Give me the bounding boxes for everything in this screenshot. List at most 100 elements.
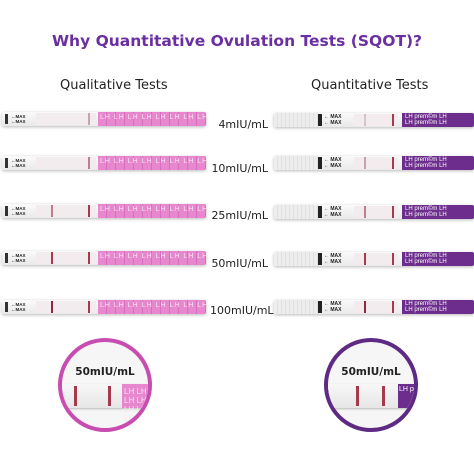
test-line xyxy=(88,252,90,264)
max-label: ←MAX xyxy=(11,158,26,163)
max-label: ← MAX xyxy=(324,259,342,265)
test-line xyxy=(364,301,366,313)
control-line xyxy=(392,253,394,265)
max-label: ← MAX xyxy=(324,212,342,218)
control-line xyxy=(51,301,53,313)
test-line xyxy=(356,386,359,406)
strip-handle xyxy=(402,113,474,127)
test-line xyxy=(88,157,90,169)
test-line xyxy=(364,157,366,169)
strip-tip xyxy=(5,114,8,124)
max-label: ← MAX xyxy=(324,307,342,313)
quantitative-strip-100: ← MAX ← MAX LH prem©m LH LH prem©m LH xyxy=(274,300,474,314)
strip-tip xyxy=(5,206,8,216)
handle-brand: LH prem©m LH xyxy=(405,114,447,120)
magnified-handle xyxy=(398,384,414,408)
strip-handle xyxy=(402,300,474,314)
handle-brand: LH prem©m LH xyxy=(405,120,447,126)
test-line xyxy=(108,386,111,406)
strip-handle xyxy=(98,112,206,126)
handle-text: LH LH LH LH LH LH LH LH LH LH LH LH LH L… xyxy=(124,387,147,432)
strip-texture xyxy=(274,113,318,127)
result-window xyxy=(36,252,96,264)
strip-texture xyxy=(274,252,318,266)
page-title: Why Quantitative Ovulation Tests (SQOT)? xyxy=(51,32,423,50)
max-label: ← MAX xyxy=(324,253,342,259)
handle-brand: LH prem©m LH xyxy=(405,163,447,169)
strip-band xyxy=(318,157,322,169)
test-line xyxy=(364,206,366,218)
control-line xyxy=(392,114,394,126)
control-line xyxy=(392,206,394,218)
quantitative-strip-10: ← MAX ← MAX LH prem©m LH LH prem©m LH xyxy=(274,156,474,170)
result-window xyxy=(36,113,96,125)
handle-text: LH LH LH LH LH LH LH LH LH LH LH LH LH L… xyxy=(100,206,206,213)
max-label: ←MAX xyxy=(11,258,26,263)
strip-handle xyxy=(98,156,206,170)
control-line xyxy=(392,301,394,313)
qualitative-header: Qualitative Tests xyxy=(60,78,168,93)
max-label: ←MAX xyxy=(11,302,26,307)
handle-brand: LH prem©m LH xyxy=(405,259,447,265)
strip-handle xyxy=(402,156,474,170)
test-line xyxy=(364,114,366,126)
control-line xyxy=(382,386,385,406)
control-line xyxy=(51,252,53,264)
test-line xyxy=(364,253,366,265)
qualitative-magnifier: 50mIU/mL LH LH LH LH LH LH LH LH LH LH L… xyxy=(58,338,152,432)
control-line xyxy=(74,386,77,406)
strip-band xyxy=(318,253,322,265)
control-line xyxy=(51,205,53,217)
quantitative-strip-4: ← MAX ← MAX LH prem©m LH LH prem©m LH xyxy=(274,113,474,127)
max-label: ← MAX xyxy=(324,163,342,169)
handle-brand: LH prem©m LH xyxy=(405,253,447,259)
strip-band xyxy=(318,114,322,126)
magnifier-label: 50mIU/mL xyxy=(75,366,135,378)
concentration-label: 25mIU/mL xyxy=(211,209,268,222)
result-window xyxy=(36,157,96,169)
max-label: ←MAX xyxy=(11,119,26,124)
strip-tip xyxy=(5,158,8,168)
strip-texture xyxy=(274,300,318,314)
strip-handle xyxy=(98,204,206,218)
qualitative-strip-50: ←MAX ←MAX LH LH LH LH LH LH LH LH LH LH … xyxy=(2,251,206,265)
test-line xyxy=(88,205,90,217)
handle-brand: LH prem©m LH xyxy=(405,206,447,212)
handle-text: LH LH LH LH LH LH LH LH LH LH LH LH LH L… xyxy=(100,253,206,260)
max-label: ← MAX xyxy=(324,114,342,120)
concentration-label: 10mIU/mL xyxy=(211,162,268,175)
strip-texture xyxy=(274,156,318,170)
handle-brand: LH prem©m LH xyxy=(405,212,447,218)
qualitative-strip-100: ←MAX ←MAX LH LH LH LH LH LH LH LH LH LH … xyxy=(2,300,206,314)
strip-handle xyxy=(402,252,474,266)
handle-brand: LH prem©m LH xyxy=(405,157,447,163)
strip-band xyxy=(318,206,322,218)
handle-brand: LH prem©m LH xyxy=(405,301,447,307)
concentration-label: 100mIU/mL xyxy=(210,304,274,317)
max-label: ←MAX xyxy=(11,163,26,168)
strip-tip xyxy=(5,302,8,312)
quantitative-magnifier: 50mIU/mL LH prem©m LH xyxy=(324,338,418,432)
max-label: ←MAX xyxy=(11,253,26,258)
max-label: ← MAX xyxy=(324,301,342,307)
handle-brand: LH prem©m LH xyxy=(399,386,417,393)
quantitative-strip-50: ← MAX ← MAX LH prem©m LH LH prem©m LH xyxy=(274,252,474,266)
quantitative-header: Quantitative Tests xyxy=(311,78,429,93)
qualitative-strip-4: ←MAX ←MAX LH LH LH LH LH LH LH LH LH LH … xyxy=(2,112,206,126)
concentration-label: 50mIU/mL xyxy=(211,257,268,270)
strip-texture xyxy=(274,205,318,219)
handle-brand: LH prem©m LH xyxy=(405,307,447,313)
concentration-label: 4mIU/mL xyxy=(218,118,268,131)
qualitative-strip-10: ←MAX ←MAX LH LH LH LH LH LH LH LH LH LH … xyxy=(2,156,206,170)
max-label: ←MAX xyxy=(11,206,26,211)
quantitative-strip-25: ← MAX ← MAX LH prem©m LH LH prem©m LH xyxy=(274,205,474,219)
strip-handle xyxy=(98,251,206,265)
magnified-handle xyxy=(122,384,148,408)
test-line xyxy=(88,301,90,313)
max-label: ←MAX xyxy=(11,307,26,312)
strip-handle xyxy=(402,205,474,219)
max-label: ← MAX xyxy=(324,157,342,163)
test-line xyxy=(88,113,90,125)
handle-text: LH LH LH LH LH LH LH LH LH LH LH LH LH L… xyxy=(100,158,206,165)
handle-text: LH LH LH LH LH LH LH LH LH LH LH LH LH L… xyxy=(100,114,206,121)
